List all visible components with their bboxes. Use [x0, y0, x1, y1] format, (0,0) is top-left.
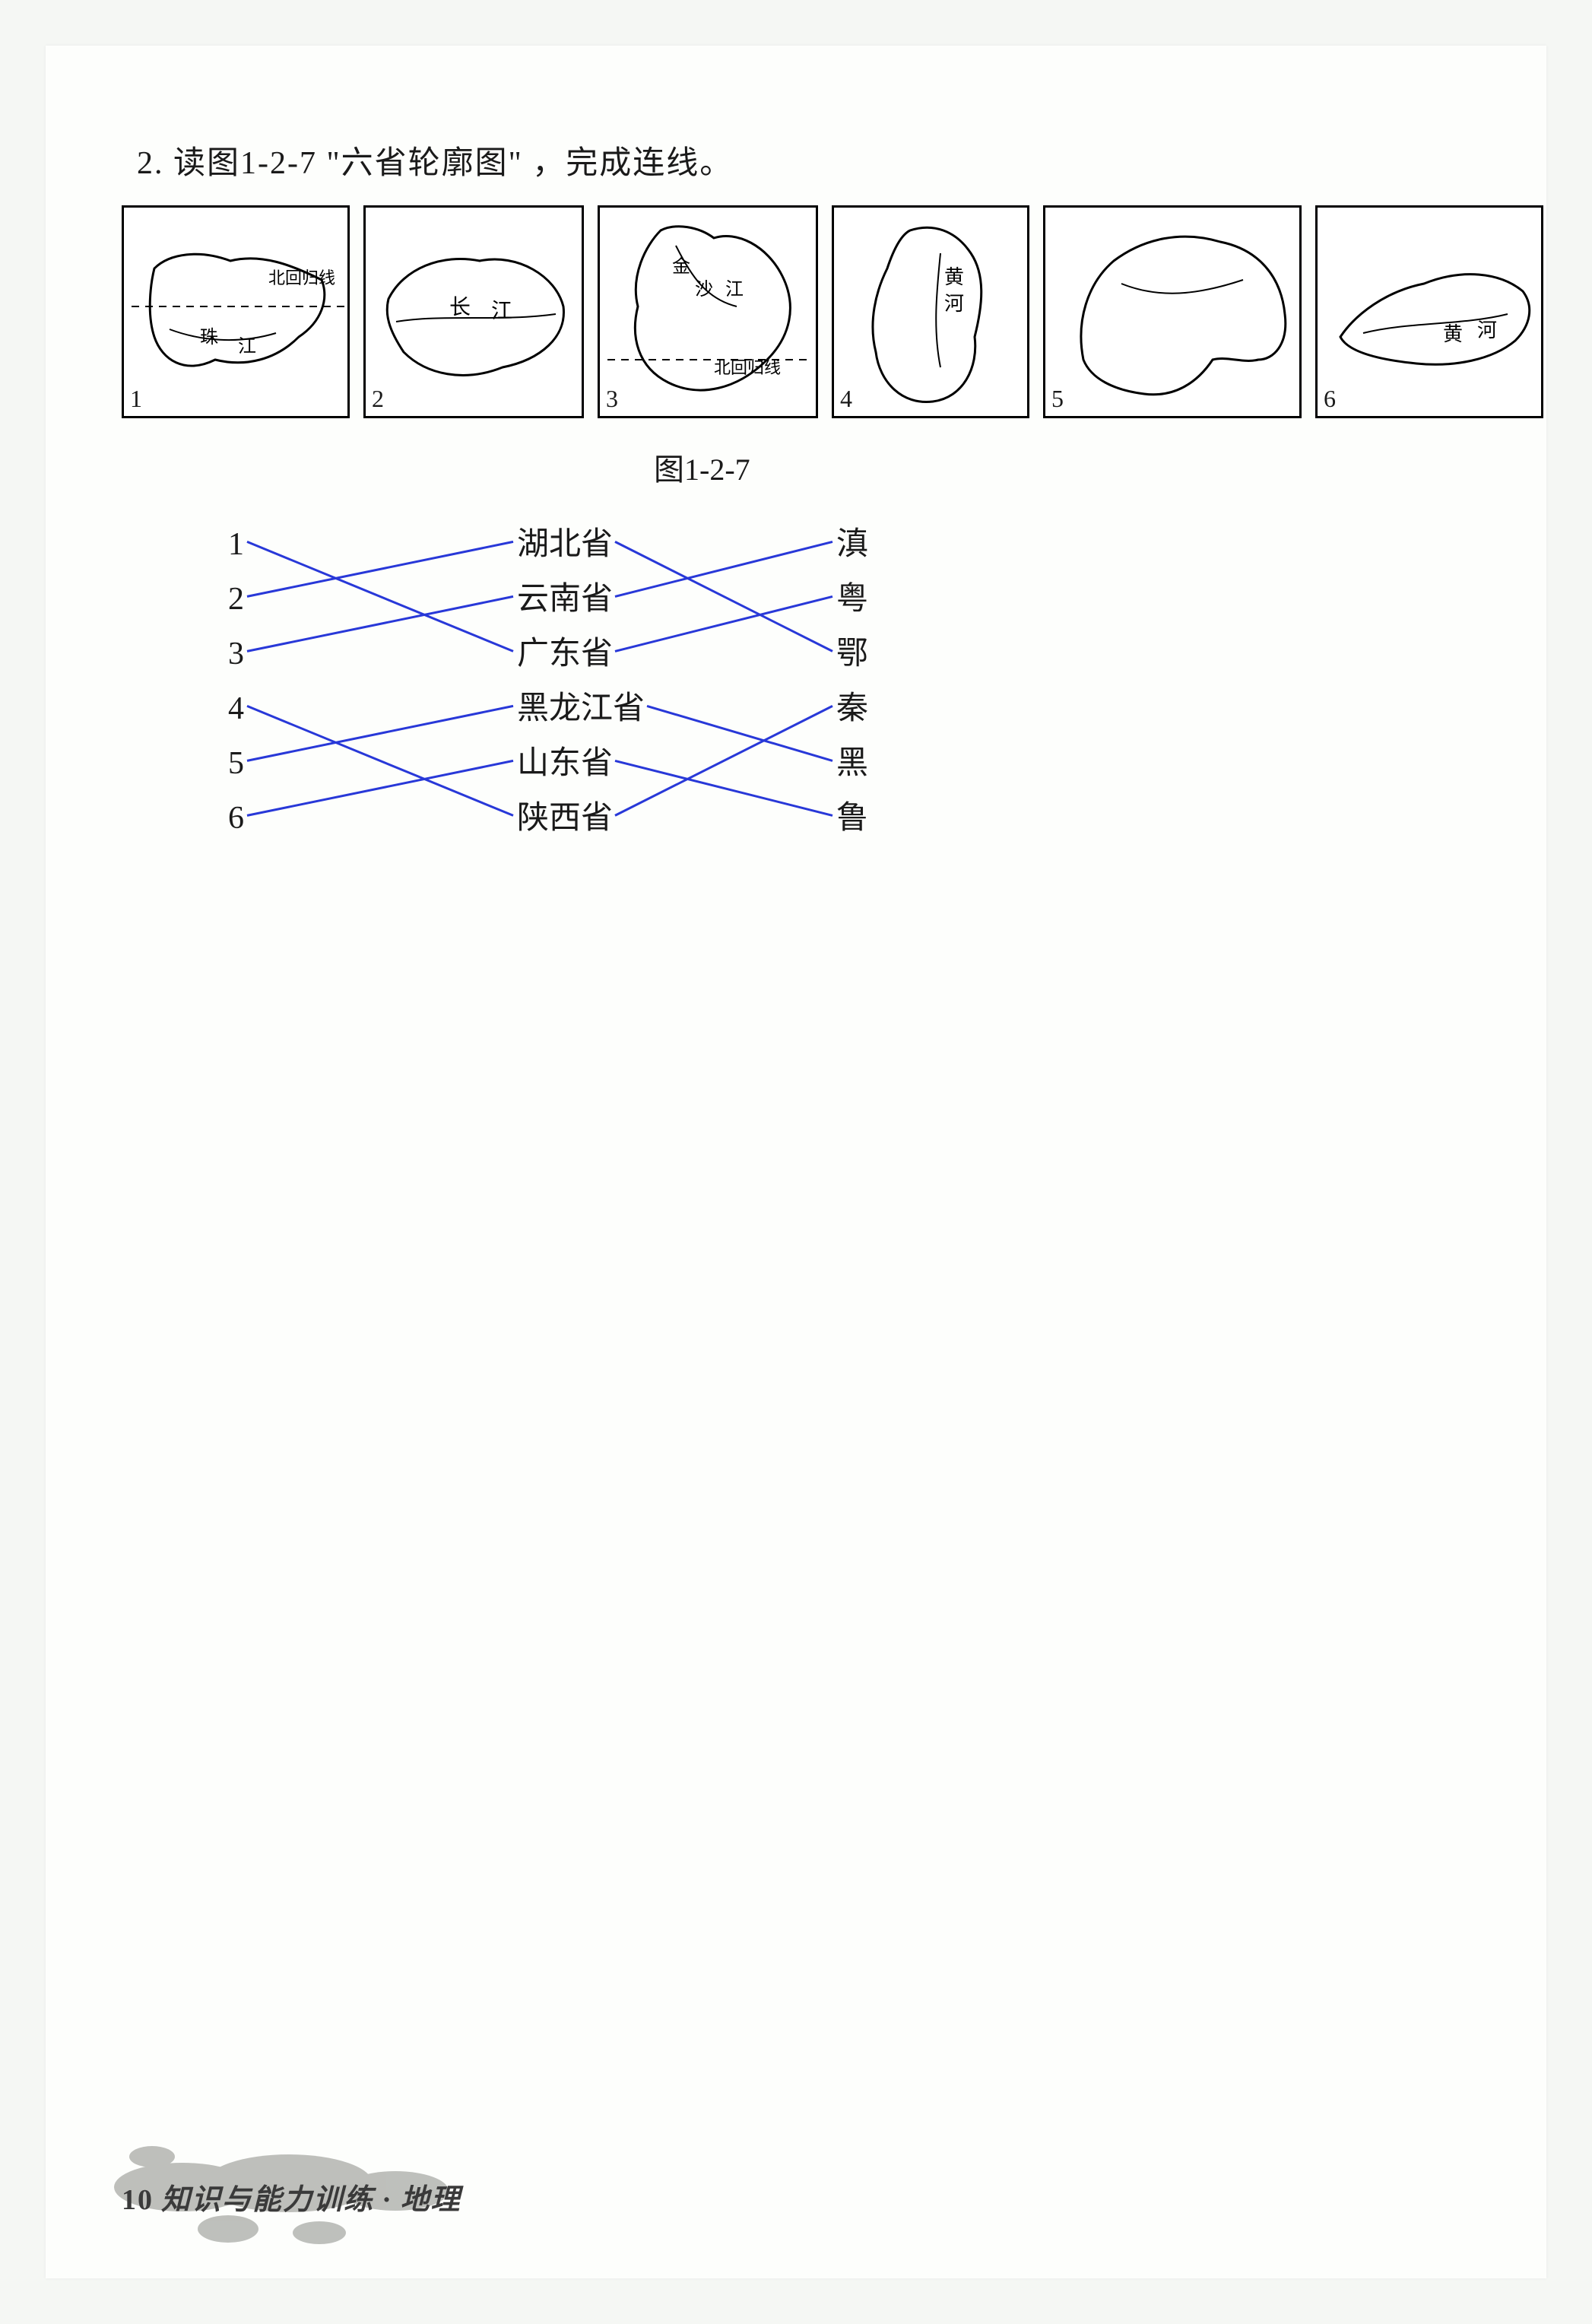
- matching-exercise: 123456 湖北省云南省广东省黑龙江省山东省陕西省 滇粤鄂秦黑鲁: [213, 517, 1049, 867]
- match-number: 4: [228, 681, 244, 736]
- map-number: 1: [130, 385, 142, 413]
- svg-text:江: 江: [238, 336, 256, 357]
- svg-text:河: 河: [944, 293, 964, 315]
- svg-text:金: 金: [672, 256, 690, 277]
- svg-text:北回归线: 北回归线: [268, 268, 335, 287]
- match-number: 1: [228, 517, 244, 572]
- map-box-4: 黄河 4: [832, 205, 1029, 418]
- match-province: 山东省: [517, 736, 645, 791]
- svg-text:珠: 珠: [200, 327, 218, 348]
- svg-text:河: 河: [1477, 319, 1497, 341]
- footer-text: 10知识与能力训练 · 地理: [122, 2176, 461, 2218]
- figure-caption: 图1-2-7: [654, 445, 750, 489]
- map-number: 6: [1324, 385, 1336, 413]
- svg-text:江: 江: [725, 279, 744, 300]
- page-footer: 10知识与能力训练 · 地理: [91, 2081, 623, 2248]
- page-number: 10: [122, 2184, 154, 2216]
- match-abbr: 粤: [836, 572, 868, 627]
- svg-text:北回归线: 北回归线: [714, 358, 781, 377]
- map-number: 3: [606, 385, 618, 413]
- column-abbreviations: 滇粤鄂秦黑鲁: [836, 517, 868, 846]
- svg-text:黄: 黄: [944, 266, 964, 288]
- map-box-5: 5: [1043, 205, 1302, 418]
- match-province: 广东省: [517, 627, 645, 681]
- match-number: 6: [228, 791, 244, 846]
- map-number: 4: [840, 385, 852, 413]
- svg-text:长: 长: [449, 295, 471, 319]
- svg-text:黄: 黄: [1443, 323, 1463, 345]
- map-number: 5: [1051, 385, 1064, 413]
- match-abbr: 秦: [836, 681, 868, 736]
- map-box-2: 长江 2: [363, 205, 584, 418]
- match-province: 陕西省: [517, 791, 645, 846]
- footer-decoration: [91, 2081, 623, 2248]
- match-province: 黑龙江省: [517, 681, 645, 736]
- match-abbr: 黑: [836, 736, 868, 791]
- map-box-6: 黄河 6: [1315, 205, 1543, 418]
- match-abbr: 鲁: [836, 791, 868, 846]
- match-province: 湖北省: [517, 517, 645, 572]
- match-number: 5: [228, 736, 244, 791]
- map-box-3: 金沙江北回归线 3: [598, 205, 818, 418]
- svg-text:江: 江: [491, 299, 512, 323]
- column-provinces: 湖北省云南省广东省黑龙江省山东省陕西省: [517, 517, 645, 846]
- match-abbr: 滇: [836, 517, 868, 572]
- match-number: 2: [228, 572, 244, 627]
- maps-row: 北回归线珠江1长江2金沙江北回归线3黄河45黄河6: [122, 205, 1543, 418]
- question-text: 2. 读图1-2-7 "六省轮廓图" ，完成连线。: [137, 137, 733, 183]
- map-box-1: 北回归线珠江 1: [122, 205, 350, 418]
- svg-text:沙: 沙: [695, 280, 713, 300]
- match-abbr: 鄂: [836, 627, 868, 681]
- page: 2. 读图1-2-7 "六省轮廓图" ，完成连线。 北回归线珠江1长江2金沙江北…: [46, 46, 1546, 2278]
- map-number: 2: [372, 385, 384, 413]
- match-province: 云南省: [517, 572, 645, 627]
- match-number: 3: [228, 627, 244, 681]
- book-title: 知识与能力训练 · 地理: [161, 2184, 461, 2216]
- column-numbers: 123456: [228, 517, 244, 846]
